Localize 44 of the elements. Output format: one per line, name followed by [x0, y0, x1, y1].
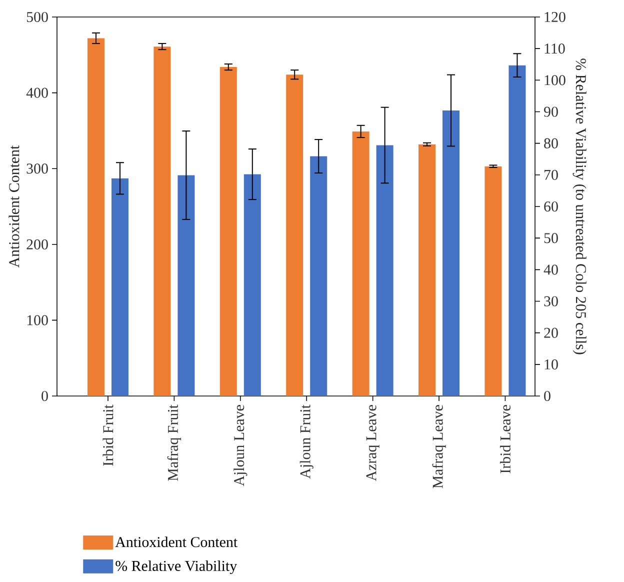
y-tick-label: 200 [26, 239, 48, 250]
y2-tick-label: 100 [544, 75, 566, 86]
y2-tick-label: 0 [544, 390, 550, 402]
bar [484, 166, 502, 396]
bar [220, 67, 237, 396]
y2-tick-label: 10 [544, 359, 558, 370]
bar [178, 175, 195, 396]
y2-axis-title: % Relative Viability (to untreated Colo 205 cells) [572, 58, 586, 354]
bar [111, 178, 128, 396]
y-tick-label: 0 [42, 390, 48, 402]
x-tick-label: Azraq Leave [366, 405, 380, 482]
y2-tick-label: 20 [544, 328, 558, 338]
x-tick-label: Irbid Fruit [102, 404, 114, 466]
legend-label: Antioxident Content [115, 536, 238, 548]
x-tick-label: Mafraq Fruit [167, 404, 182, 481]
y2-tick-label: 120 [544, 12, 566, 22]
y2-tick-label: 60 [544, 201, 558, 212]
x-tick-label: Mafraq Leave [432, 405, 446, 488]
y2-tick-label: 50 [544, 233, 558, 244]
y-tick-label: 500 [26, 12, 48, 22]
bar [244, 174, 261, 396]
y-tick-label: 100 [27, 315, 48, 326]
y-axis-title: Antioxident Content [8, 145, 20, 268]
bar [418, 144, 436, 396]
bar [352, 131, 370, 396]
bar [286, 74, 304, 396]
x-tick-label: Ajloun Fruit [300, 404, 314, 479]
x-tick-label: Ajloun Leave [234, 405, 248, 486]
y-tick-label: 300 [26, 164, 48, 174]
y2-tick-label: 110 [544, 44, 565, 54]
bar [87, 38, 104, 396]
x-tick-label: Irbid Leave [500, 405, 510, 474]
y2-tick-label: 80 [544, 138, 558, 148]
bar [154, 46, 171, 396]
bar [442, 110, 460, 396]
y2-tick-label: 40 [544, 264, 558, 275]
legend-label: % Relative Viability [116, 560, 238, 574]
y2-tick-label: 90 [544, 106, 558, 117]
y2-tick-label: 70 [544, 170, 558, 180]
bar [310, 156, 328, 396]
y2-tick-label: 30 [544, 296, 558, 306]
bar [508, 65, 526, 396]
bar [376, 145, 394, 396]
y-tick-label: 400 [26, 88, 48, 98]
